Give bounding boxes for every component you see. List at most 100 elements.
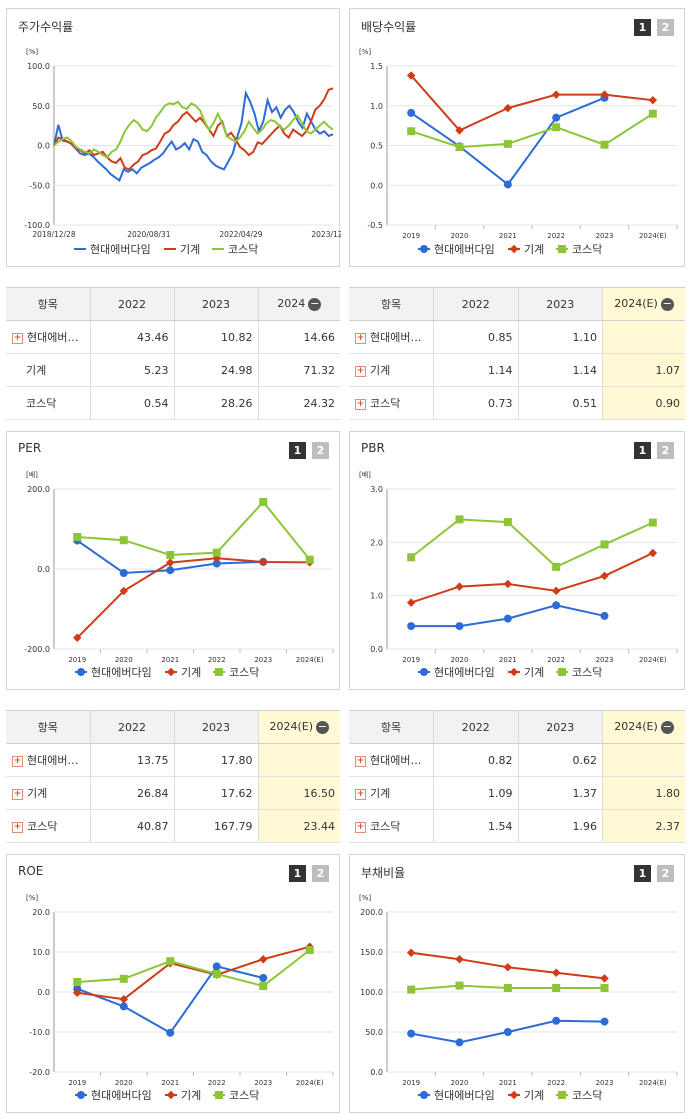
table-per: 항목 2022 2023 2024(E) − + 현대에버… 13.75 17.80 + 기계 26.…: [6, 710, 340, 843]
column-header: 항목: [6, 287, 91, 321]
page-1-button[interactable]: 1: [289, 865, 306, 882]
table-cell: 1.09: [433, 776, 519, 810]
table-cell: 0.51: [518, 386, 603, 420]
x-tick-label: 2021: [161, 1079, 179, 1087]
page-1-button[interactable]: 1: [634, 442, 651, 459]
column-header-label: 항목: [380, 298, 402, 311]
column-header-label: 2022: [118, 297, 146, 311]
data-point-kosdaq: [455, 515, 464, 524]
row-name: 현대에버…: [370, 331, 422, 344]
data-point-machine: [73, 988, 82, 998]
expand-icon[interactable]: +: [12, 332, 23, 344]
expand-icon[interactable]: +: [355, 365, 366, 377]
expand-icon[interactable]: +: [355, 332, 366, 344]
data-point-hyundai: [455, 1038, 464, 1047]
table-cell: 0.90: [602, 386, 685, 420]
expand-icon[interactable]: +: [12, 821, 23, 833]
collapse-icon[interactable]: −: [308, 296, 322, 311]
column-header-label: 2023: [546, 720, 575, 734]
expand-icon[interactable]: +: [355, 398, 366, 410]
table-row: + 현대에버… 0.82 0.62: [349, 743, 685, 777]
y-tick-label: 0.0: [37, 988, 50, 997]
table-cell: 1.14: [433, 353, 519, 387]
series-line: [410, 552, 654, 604]
data-point-machine: [503, 579, 513, 589]
y-tick-label: 50.0: [32, 102, 50, 111]
series-line: [77, 949, 311, 988]
data-point-kosdaq: [305, 555, 314, 564]
table-cell: 5.23: [90, 353, 175, 387]
y-unit-label: [배]: [359, 470, 371, 479]
data-point-machine: [455, 126, 464, 135]
y-tick-label: -10.0: [29, 1028, 50, 1037]
page-1-button[interactable]: 1: [634, 19, 651, 36]
data-point-hyundai: [420, 1091, 428, 1099]
legend-label: 코스닥: [572, 666, 602, 679]
x-tick-label: 2020/08/31: [127, 230, 170, 239]
data-point-hyundai: [77, 668, 85, 676]
column-header-label: 2022: [118, 720, 146, 734]
expand-icon[interactable]: +: [355, 755, 366, 767]
legend-label: 코스닥: [229, 666, 259, 679]
page-1-button[interactable]: 1: [634, 865, 651, 882]
x-tick-label: 2024(E): [639, 1079, 667, 1087]
table-cell: 1.07: [602, 353, 685, 387]
data-point-hyundai: [119, 1002, 128, 1011]
table-row: + 코스닥 0.73 0.51 0.90: [349, 386, 685, 420]
page-2-button[interactable]: 2: [657, 865, 674, 882]
expand-icon[interactable]: +: [355, 821, 366, 833]
table-row: + 기계 1.09 1.37 1.80: [349, 776, 685, 810]
table-row: + 기계 26.84 17.62 16.50: [6, 776, 340, 810]
table-cell: 16.50: [258, 776, 340, 810]
data-point-hyundai: [600, 611, 609, 620]
table-cell: 17.62: [174, 776, 259, 810]
page-2-button[interactable]: 2: [312, 865, 329, 882]
table-cell: 0.82: [433, 743, 519, 777]
data-point-machine: [600, 974, 609, 983]
x-tick-label: 2024(E): [296, 1079, 324, 1087]
collapse-icon[interactable]: −: [660, 296, 674, 311]
y-tick-label: -100.0: [24, 221, 50, 230]
data-point-machine: [509, 244, 519, 254]
x-tick-label: 2022: [208, 1079, 226, 1087]
legend-label: 기계: [181, 1089, 201, 1102]
data-point-kosdaq: [73, 533, 82, 541]
data-point-kosdaq: [259, 982, 268, 990]
data-point-hyundai: [166, 1028, 175, 1037]
page-2-button[interactable]: 2: [657, 19, 674, 36]
collapse-icon[interactable]: −: [660, 719, 674, 734]
data-point-kosdaq: [407, 127, 416, 136]
column-header-label: 2023: [546, 297, 575, 311]
page-1-button[interactable]: 1: [289, 442, 306, 459]
y-tick-label: 0.0: [37, 142, 50, 151]
data-point-hyundai: [212, 962, 221, 971]
y-unit-label: [%]: [359, 894, 371, 902]
x-tick-label: 2022: [547, 656, 565, 664]
column-header: 항목: [349, 710, 434, 744]
y-tick-label: 2.0: [370, 538, 383, 547]
data-point-kosdaq: [648, 109, 657, 118]
row-name-cell: + 현대에버…: [6, 320, 91, 354]
series-line: [76, 557, 310, 639]
page-2-button[interactable]: 2: [657, 442, 674, 459]
data-point-kosdaq: [552, 123, 561, 132]
data-point-hyundai: [552, 1016, 561, 1025]
y-tick-label: 1.0: [370, 102, 383, 111]
column-header: 2024−: [258, 287, 340, 321]
expand-icon[interactable]: +: [12, 788, 23, 800]
y-tick-label: 50.0: [365, 1028, 383, 1037]
row-name: 기계: [27, 787, 48, 800]
data-point-machine: [648, 95, 658, 105]
data-point-kosdaq: [455, 981, 464, 990]
y-tick-label: 0.5: [370, 142, 383, 151]
collapse-icon[interactable]: −: [316, 719, 330, 734]
data-point-machine: [503, 103, 513, 113]
expand-icon[interactable]: +: [355, 788, 366, 800]
page-2-button[interactable]: 2: [312, 442, 329, 459]
expand-icon[interactable]: +: [12, 755, 23, 767]
column-header: 2023: [174, 287, 259, 321]
column-header-label: 2023: [202, 297, 230, 311]
